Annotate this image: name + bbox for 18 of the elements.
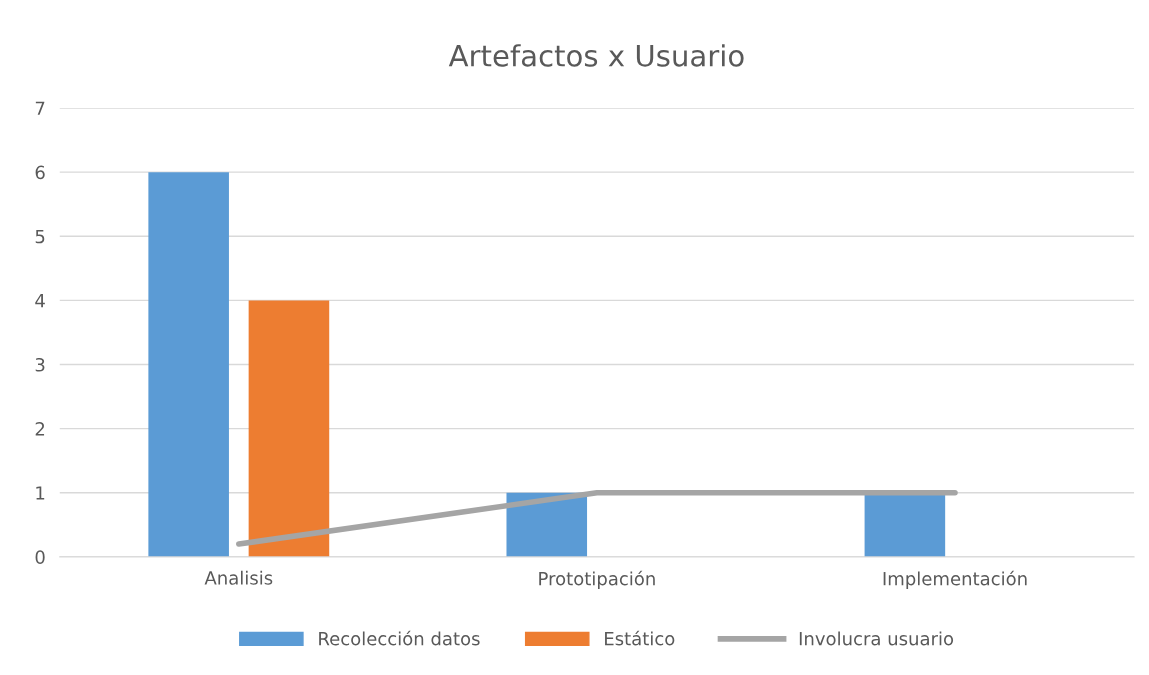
bar	[248, 300, 330, 557]
y-tick-label: 6	[35, 165, 45, 180]
y-tick-label: 7	[35, 101, 45, 115]
x-tick-label: Implementación	[883, 570, 1027, 589]
bar	[506, 492, 588, 557]
legend-label: Estático	[605, 630, 675, 646]
y-tick-label: 5	[35, 229, 45, 244]
x-tick-label: Prototipación	[539, 570, 655, 589]
y-tick-label: 0	[35, 550, 45, 564]
y-tick-label: 4	[35, 294, 45, 308]
y-tick-label: 2	[35, 422, 45, 436]
legend-label: Recolección datos	[319, 630, 480, 646]
x-tick-label: Analisis	[204, 570, 273, 585]
bar	[148, 172, 229, 557]
y-tick-label: 3	[35, 357, 45, 372]
y-tick-label: 1	[36, 486, 45, 500]
legend-label: Involucra usuario	[799, 631, 954, 646]
chart-title: Artefactos x Usuario	[448, 44, 744, 67]
